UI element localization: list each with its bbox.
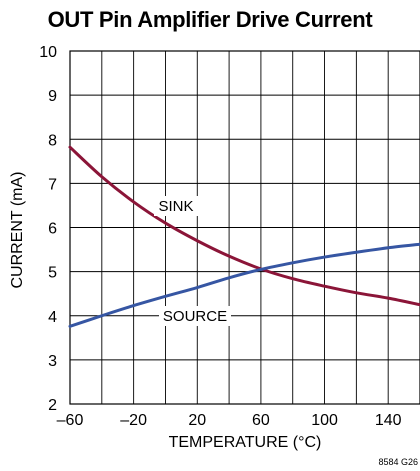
y-tick-label: 4 (48, 309, 57, 326)
x-tick-label: 140 (375, 412, 402, 429)
x-tick-label: 20 (188, 412, 206, 429)
y-tick-label: 3 (48, 353, 57, 370)
y-tick-labels: 2 3 4 5 6 7 8 9 10 (39, 44, 57, 414)
x-tick-label: –20 (120, 412, 147, 429)
figure-id: 8584 G26 (378, 457, 418, 467)
y-tick-label: 6 (48, 221, 57, 238)
x-tick-label: –60 (57, 412, 84, 429)
source-label-background (159, 306, 231, 326)
y-tick-label: 2 (48, 397, 57, 414)
grid (69, 50, 420, 405)
sink-label-background (154, 196, 198, 216)
x-axis-label: TEMPERATURE (°C) (169, 434, 322, 451)
curve-labels: SINK SOURCE (154, 196, 231, 326)
x-tick-label: 60 (252, 412, 270, 429)
source-label: SOURCE (163, 308, 227, 325)
curves (68, 145, 420, 328)
series-line-source (68, 242, 420, 328)
y-tick-label: 10 (39, 44, 57, 61)
series-line-sink (68, 145, 420, 307)
y-tick-label: 8 (48, 132, 57, 149)
x-tick-labels: –60 –20 20 60 100 140 (57, 412, 402, 429)
y-tick-label: 9 (48, 88, 57, 105)
y-tick-label: 5 (48, 265, 57, 282)
chart-title: OUT Pin Amplifier Drive Current (47, 7, 373, 32)
y-axis-label: CURRENT (mA) (9, 171, 26, 288)
x-tick-label: 100 (311, 412, 338, 429)
plot-frame (69, 50, 420, 405)
sink-label: SINK (158, 198, 193, 215)
y-tick-label: 7 (48, 176, 57, 193)
